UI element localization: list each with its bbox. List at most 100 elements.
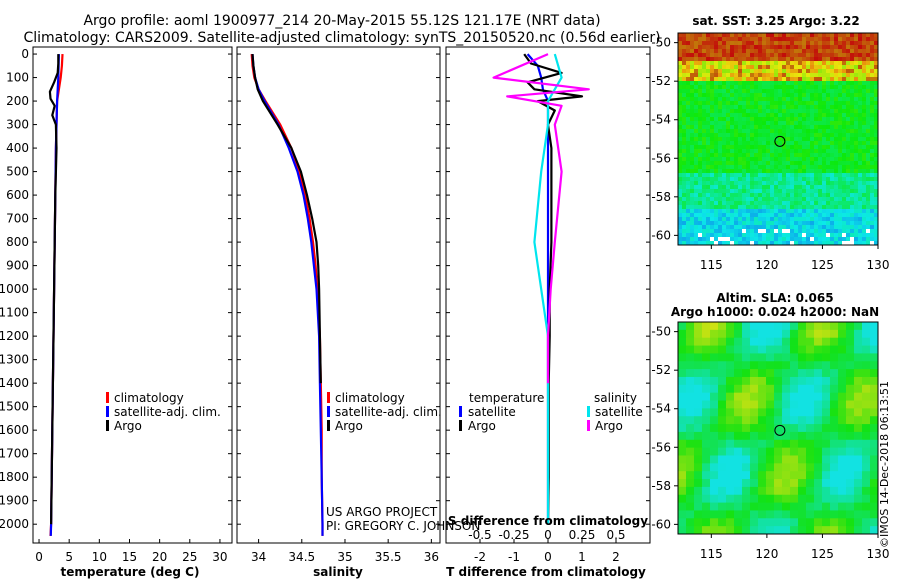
depth-tick-label: 1400 [0,376,29,390]
legend-t-argo-label: Argo [468,419,496,433]
map-lat-label: -54 [651,113,671,127]
legend-s-argo-swatch [587,420,590,431]
legend-salinity-title: salinity [594,391,637,405]
x-tick-label: 10 [92,550,107,564]
legend-s-argo-label: Argo [595,419,623,433]
s-tick-label: 0 [544,528,552,542]
temperature-legend: climatology satellite-adj. clim. Argo [106,391,221,433]
x-tick-label: 30 [212,550,227,564]
depth-tick-label: 800 [6,235,29,249]
temperature-lines [48,54,64,536]
salinity-x-label: salinity [313,565,363,579]
salinity-tick-group: 34 34.5 35 35.5 36 [237,53,440,564]
x-tick-label: 35.5 [375,550,402,564]
temperature-plot-frame [32,46,233,544]
salinity-lines [250,54,324,536]
header-line2: Climatology: CARS2009. Satellite-adjuste… [23,30,660,46]
sst-map-frame [677,32,879,246]
depth-tick-label: 200 [6,94,29,108]
legend-argo-swatch [106,420,109,431]
depth-tick-label: 1200 [0,329,29,343]
x-tick-label: 1 [578,550,586,564]
legend-t-argo-swatch [459,420,462,431]
map-lat-label: -54 [651,402,671,416]
map-lat-label: -60 [651,228,671,242]
credit-line2: PI: GREGORY C. JOHNSON [326,519,480,533]
series-line-salinity-argo [492,53,590,384]
series-line-satellite-adj-clim- [251,54,324,536]
x-tick-label: 20 [152,550,167,564]
map-lat-label: -58 [651,479,671,493]
legend-argo-swatch [327,420,330,431]
x-tick-label: -2 [474,550,486,564]
t-difference-x-label: T difference from climatology [446,565,646,579]
legend-argo-label: Argo [335,419,363,433]
depth-tick-label: 900 [6,259,29,273]
legend-satellite-swatch [327,406,330,417]
depth-tick-label: 0 [21,47,29,61]
series-line-salinity-satellite [533,53,563,525]
temperature-panel: 0100200300400500600700800900100011001200… [0,46,233,579]
depth-tick-label: 1300 [0,353,29,367]
difference-legend: temperature satellite Argo salinity sate… [459,391,643,433]
series-line-temperature-argo [523,53,584,525]
salinity-legend: climatology satellite-adj. clim. Argo [327,391,442,433]
map-lon-label: 125 [811,258,834,272]
salinity-plot-frame [236,46,441,544]
depth-tick-label: 1100 [0,306,29,320]
sst-profile-marker [774,135,786,147]
series-line-temperature-satellite [526,53,550,525]
s-tick-label: -0.5 [468,528,491,542]
series-line-climatology [250,54,324,536]
depth-tick-label: 2000 [0,517,29,531]
s-tick-label: 0.5 [606,528,625,542]
x-tick-label: 35 [337,550,352,564]
x-tick-label: 34 [251,550,266,564]
depth-tick-label: 1000 [0,282,29,296]
series-line-argo [251,54,322,384]
sla-profile-marker [774,424,786,436]
sla-heatmap [678,322,878,534]
sla-map-subtitle: Argo h1000: 0.024 h2000: NaN [671,305,879,319]
difference-panel: -2 -1 0 1 2 -0.5 -0.25 0 0.25 0.5 S difference fr… [445,46,651,579]
legend-satellite-label: satellite-adj. clim. [114,405,221,419]
x-tick-label: 0 [544,550,552,564]
sla-map-ticks: 115 120 125 130 -50 -52 -54 -56 -58 -60 [651,325,889,561]
map-lat-label: -52 [651,74,671,88]
legend-climatology-swatch [327,392,330,403]
map-lat-label: -56 [651,151,671,165]
legend-s-satellite-swatch [587,406,590,417]
map-lat-label: -52 [651,363,671,377]
map-lat-label: -58 [651,190,671,204]
legend-climatology-label: climatology [335,391,405,405]
sla-map-panel: Altim. SLA: 0.065 Argo h1000: 0.024 h200… [651,291,889,561]
legend-argo-label: Argo [114,419,142,433]
x-tick-label: 25 [182,550,197,564]
x-tick-label: 34.5 [288,550,315,564]
depth-tick-label: 1700 [0,447,29,461]
salinity-panel: 34 34.5 35 35.5 36 salinity climatology sate… [236,46,480,579]
sst-map-panel: sat. SST: 3.25 Argo: 3.22 115 120 125 130 -5… [651,14,889,272]
x-tick-label: 36 [424,550,439,564]
map-lon-label: 120 [755,547,778,561]
legend-climatology-swatch [106,392,109,403]
x-tick-label: 0 [35,550,43,564]
s-tick-label: 0.25 [569,528,596,542]
map-lon-label: 115 [700,547,723,561]
map-lon-label: 125 [811,547,834,561]
legend-temperature-title: temperature [469,391,544,405]
depth-tick-label: 100 [6,71,29,85]
depth-tick-label: 1800 [0,470,29,484]
sst-heatmap [678,33,878,245]
map-lon-label: 130 [867,258,890,272]
map-lat-label: -50 [651,325,671,339]
legend-climatology-label: climatology [114,391,184,405]
depth-tick-label: 500 [6,165,29,179]
header-line1: Argo profile: aoml 1900977_214 20-May-20… [83,13,600,29]
depth-tick-label: 1600 [0,423,29,437]
temperature-tick-group: 0100200300400500600700800900100011001200… [0,47,232,564]
depth-tick-label: 700 [6,212,29,226]
map-lon-label: 120 [755,258,778,272]
map-lon-label: 115 [700,258,723,272]
